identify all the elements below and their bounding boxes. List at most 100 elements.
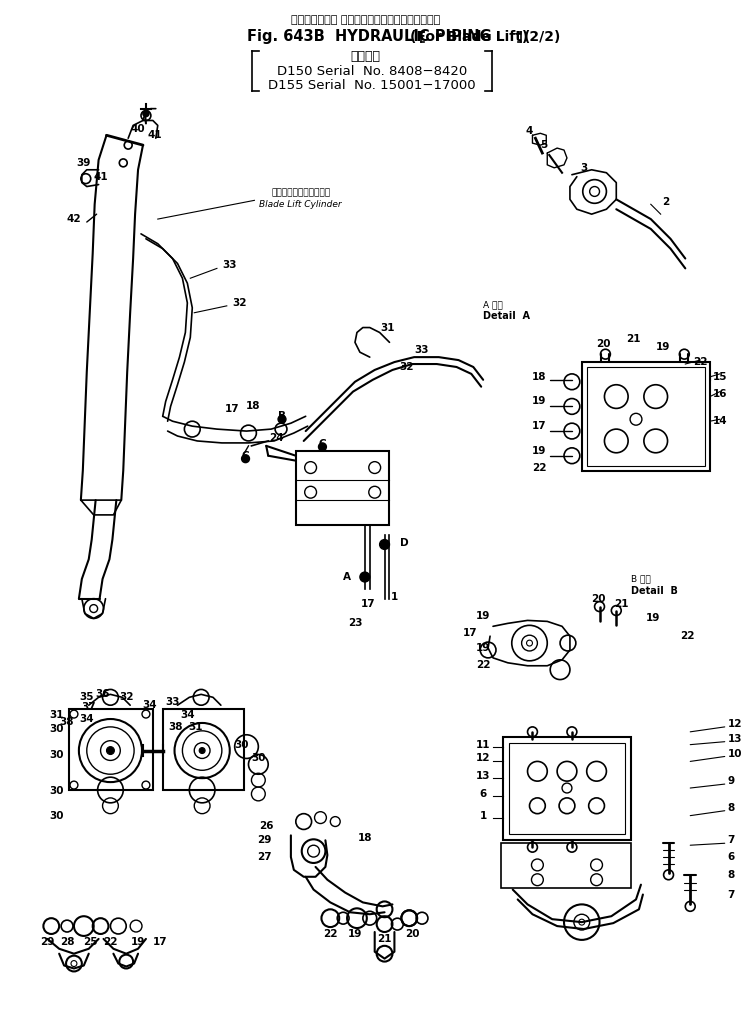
Text: 31: 31 (49, 710, 64, 720)
Text: 30: 30 (251, 753, 265, 763)
Text: 適用号機: 適用号機 (350, 50, 381, 63)
Circle shape (242, 455, 250, 463)
Text: 19: 19 (656, 342, 670, 352)
Text: 13: 13 (476, 771, 491, 782)
Text: Detail  A: Detail A (483, 311, 530, 321)
Circle shape (107, 747, 114, 754)
Text: 1: 1 (479, 811, 487, 821)
Text: 22: 22 (693, 357, 708, 367)
Circle shape (90, 605, 98, 612)
Text: 33: 33 (222, 261, 237, 270)
Text: 9: 9 (728, 776, 735, 787)
Text: 24: 24 (269, 433, 283, 443)
Text: C: C (319, 438, 326, 449)
Text: 21: 21 (626, 334, 640, 344)
Text: 27: 27 (257, 852, 271, 862)
Bar (503, 737, 631, 840)
Text: 1: 1 (391, 592, 398, 602)
Text: 41: 41 (93, 172, 108, 182)
Text: A: A (343, 572, 351, 582)
Text: 4: 4 (526, 126, 534, 136)
Text: 33: 33 (165, 697, 180, 707)
Text: 30: 30 (49, 811, 64, 821)
Text: 17: 17 (463, 628, 478, 638)
Text: 30: 30 (234, 740, 249, 750)
Text: Detail  B: Detail B (631, 586, 678, 596)
Bar (296, 451, 390, 525)
Text: B: B (278, 411, 286, 421)
Text: 32: 32 (119, 692, 133, 702)
Text: 22: 22 (323, 929, 338, 939)
Text: 18: 18 (532, 371, 547, 382)
Text: 19: 19 (532, 397, 547, 406)
Text: ハイドロリック パイピング（ブレードリフト用）: ハイドロリック パイピング（ブレードリフト用） (291, 15, 440, 25)
Text: 18: 18 (358, 833, 372, 843)
Text: 13: 13 (728, 734, 741, 744)
Text: 34: 34 (180, 710, 195, 720)
Text: 20: 20 (591, 594, 606, 604)
Text: 11: 11 (476, 740, 491, 750)
Text: 31: 31 (380, 323, 395, 333)
Text: 16: 16 (713, 389, 727, 399)
Text: A 等図: A 等図 (483, 300, 503, 310)
Text: 19: 19 (532, 446, 547, 456)
Text: 20: 20 (597, 339, 611, 349)
Text: 22: 22 (680, 631, 694, 641)
Text: 21: 21 (377, 934, 392, 944)
Text: (2/2): (2/2) (524, 29, 561, 44)
Text: 40: 40 (130, 125, 145, 134)
Text: 30: 30 (49, 749, 64, 759)
Text: 38: 38 (168, 722, 183, 732)
Text: 15: 15 (713, 371, 727, 382)
Bar (587, 367, 705, 466)
Text: 17: 17 (153, 937, 167, 947)
Text: 12: 12 (728, 719, 741, 729)
Text: 17: 17 (225, 404, 239, 414)
Text: 7: 7 (728, 835, 735, 845)
Text: 32: 32 (399, 362, 413, 371)
Text: 20: 20 (405, 929, 419, 939)
Text: 34: 34 (79, 714, 94, 724)
Text: 10: 10 (728, 748, 741, 758)
Text: 17: 17 (532, 421, 547, 431)
Bar (509, 743, 625, 834)
Text: Blade Lift Cylinder: Blade Lift Cylinder (259, 200, 342, 209)
Text: 32: 32 (233, 297, 247, 308)
Text: 8: 8 (728, 803, 735, 813)
Text: 12: 12 (476, 753, 491, 763)
Text: 3: 3 (580, 162, 588, 173)
Text: 17: 17 (360, 599, 375, 609)
Bar (582, 362, 710, 471)
Text: 30: 30 (49, 786, 64, 796)
Text: ブレードリフトシリンダ: ブレードリフトシリンダ (271, 188, 330, 197)
Text: 14: 14 (713, 416, 727, 426)
Text: 19: 19 (131, 937, 145, 947)
Text: 19: 19 (348, 929, 362, 939)
Text: D155 Serial  No. 15001−17000: D155 Serial No. 15001−17000 (268, 79, 476, 92)
Text: 28: 28 (60, 937, 74, 947)
Circle shape (319, 443, 326, 451)
Text: 34: 34 (142, 700, 157, 710)
Text: 38: 38 (60, 717, 74, 727)
Circle shape (360, 572, 370, 582)
Text: 33: 33 (415, 345, 429, 355)
Circle shape (379, 540, 390, 549)
Circle shape (199, 748, 205, 753)
Bar (501, 843, 631, 888)
Text: 8: 8 (728, 870, 735, 880)
Text: 22: 22 (476, 660, 491, 670)
Text: 7: 7 (728, 889, 735, 899)
Text: 30: 30 (49, 724, 64, 734)
Text: Fig. 643B  HYDRAULIC PIPING: Fig. 643B HYDRAULIC PIPING (247, 29, 491, 45)
Text: 29: 29 (40, 937, 55, 947)
Text: 6: 6 (728, 852, 735, 862)
Circle shape (278, 415, 286, 423)
Text: 36: 36 (96, 689, 110, 699)
Text: 39: 39 (76, 158, 91, 167)
Text: 29: 29 (257, 835, 271, 845)
Text: 35: 35 (79, 692, 94, 702)
Text: 22: 22 (103, 937, 118, 947)
Text: 25: 25 (84, 937, 98, 947)
Text: 6: 6 (479, 789, 487, 799)
Text: 19: 19 (476, 644, 491, 653)
